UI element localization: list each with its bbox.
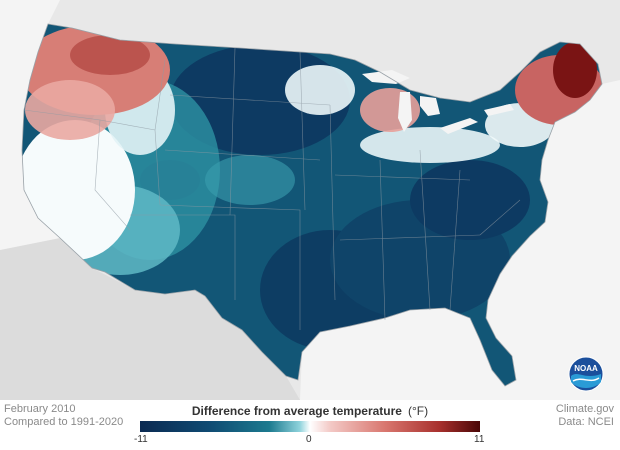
lake-ontario bbox=[484, 104, 514, 116]
baseline-label: Compared to 1991-2020 bbox=[4, 416, 124, 428]
source-credits: Climate.gov Data: NCEI bbox=[556, 403, 614, 429]
legend-max-label: 11 bbox=[474, 434, 485, 445]
lake-erie bbox=[440, 118, 478, 134]
us-outline bbox=[21, 23, 603, 387]
mexico-region bbox=[0, 238, 300, 400]
legend-min-label: -11 bbox=[134, 434, 148, 445]
atlantic-gulf-ocean bbox=[300, 80, 620, 400]
noaa-logo-icon: NOAA bbox=[568, 356, 604, 392]
state-borders bbox=[23, 47, 521, 330]
pacific-ocean bbox=[0, 0, 60, 250]
lake-superior bbox=[362, 70, 410, 84]
source-data: Data: NCEI bbox=[558, 416, 614, 428]
legend-unit: (°F) bbox=[407, 404, 429, 418]
period-label: February 2010 bbox=[4, 403, 76, 415]
temperature-anomaly-map bbox=[0, 0, 620, 400]
legend-title-text: Difference from average temperature bbox=[191, 404, 402, 418]
legend-title: Difference from average temperature (°F) bbox=[140, 404, 480, 418]
legend-color-bar bbox=[140, 421, 480, 432]
noaa-logo-text: NOAA bbox=[574, 364, 598, 373]
lake-michigan bbox=[398, 92, 412, 132]
source-site: Climate.gov bbox=[555, 403, 614, 415]
map-metadata: February 2010 Compared to 1991-2020 bbox=[4, 403, 123, 429]
lake-huron bbox=[420, 96, 440, 116]
legend-mid-label: 0 bbox=[306, 434, 312, 445]
